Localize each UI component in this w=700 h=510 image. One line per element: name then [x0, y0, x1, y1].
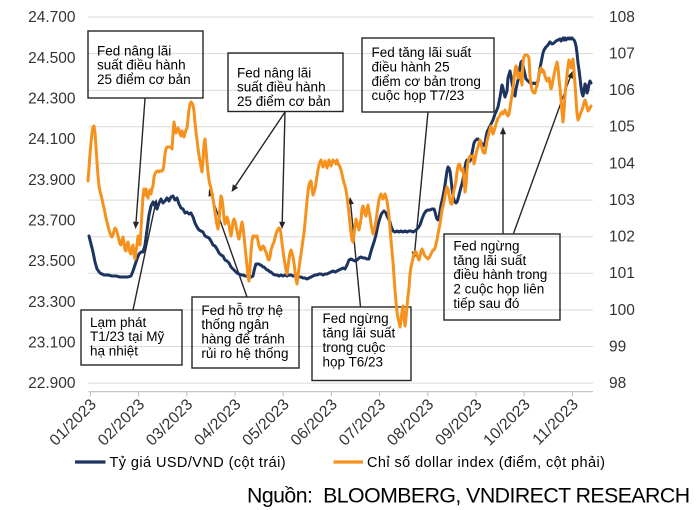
svg-text:103: 103: [609, 192, 635, 209]
svg-text:22.900: 22.900: [28, 375, 76, 392]
svg-text:100: 100: [609, 302, 635, 319]
svg-text:05/2023: 05/2023: [239, 396, 292, 449]
svg-text:101: 101: [609, 265, 635, 282]
svg-text:02/2023: 02/2023: [95, 396, 148, 449]
svg-text:24.700: 24.700: [28, 9, 76, 26]
svg-text:11/2023: 11/2023: [530, 396, 583, 449]
svg-text:106: 106: [609, 82, 635, 99]
svg-text:102: 102: [609, 229, 635, 246]
svg-text:107: 107: [609, 46, 635, 63]
svg-text:23.700: 23.700: [28, 213, 76, 230]
svg-text:10/2023: 10/2023: [480, 396, 533, 449]
svg-text:06/2023: 06/2023: [288, 396, 341, 449]
svg-text:24.300: 24.300: [28, 90, 76, 107]
svg-text:04/2023: 04/2023: [191, 396, 244, 449]
svg-text:03/2023: 03/2023: [143, 396, 196, 449]
svg-text:23.500: 23.500: [28, 253, 76, 270]
svg-text:Nguồn: BLOOMBERG, VNDIRECT RE: Nguồn: BLOOMBERG, VNDIRECT RESEARCH: [247, 484, 690, 508]
svg-text:105: 105: [609, 119, 635, 136]
svg-text:104: 104: [609, 155, 635, 172]
svg-text:23.100: 23.100: [28, 335, 76, 352]
svg-text:Tỷ giá USD/VND (cột trái): Tỷ giá USD/VND (cột trái): [110, 455, 286, 471]
svg-text:08/2023: 08/2023: [384, 396, 437, 449]
svg-text:108: 108: [609, 9, 635, 26]
svg-text:09/2023: 09/2023: [432, 396, 485, 449]
svg-text:24.100: 24.100: [28, 131, 76, 148]
svg-text:99: 99: [609, 338, 626, 355]
svg-text:23.900: 23.900: [28, 172, 76, 189]
svg-text:Chỉ số dollar index (điểm, cột: Chỉ số dollar index (điểm, cột phải): [367, 455, 605, 471]
svg-text:07/2023: 07/2023: [336, 396, 389, 449]
svg-text:98: 98: [609, 375, 626, 392]
svg-text:23.300: 23.300: [28, 294, 76, 311]
svg-text:24.500: 24.500: [28, 50, 76, 67]
svg-text:01/2023: 01/2023: [47, 396, 100, 449]
